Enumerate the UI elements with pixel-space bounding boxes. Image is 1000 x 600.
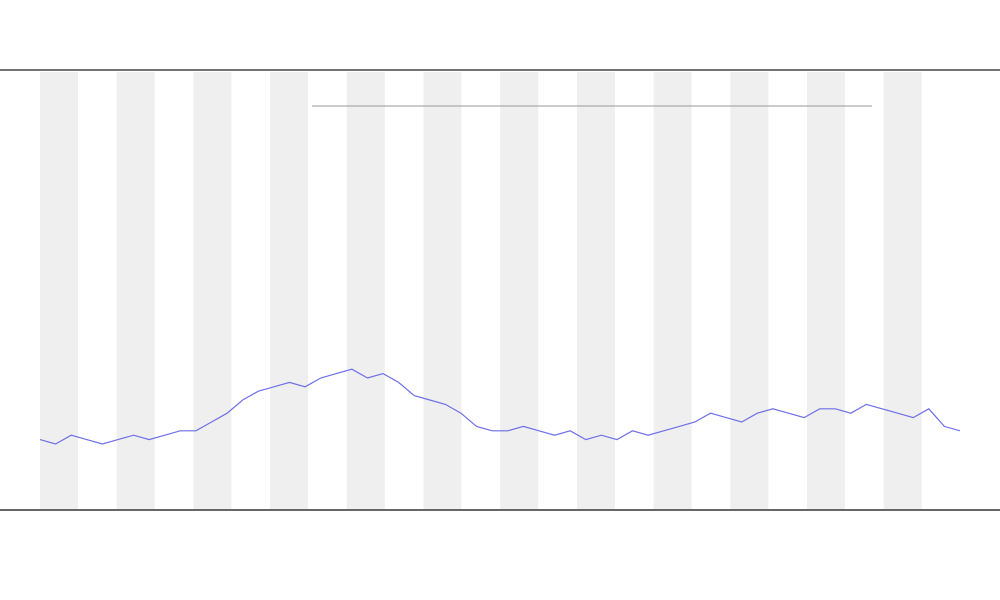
band [730,72,769,509]
band [883,72,922,509]
series-line [39,368,961,445]
band [653,72,692,509]
background-bands [40,72,922,509]
band [193,72,232,509]
band [576,72,615,509]
band [807,72,845,509]
band [116,72,155,509]
band [500,72,539,509]
band [423,72,462,509]
band [270,72,309,509]
band [346,72,385,509]
band [40,72,78,509]
